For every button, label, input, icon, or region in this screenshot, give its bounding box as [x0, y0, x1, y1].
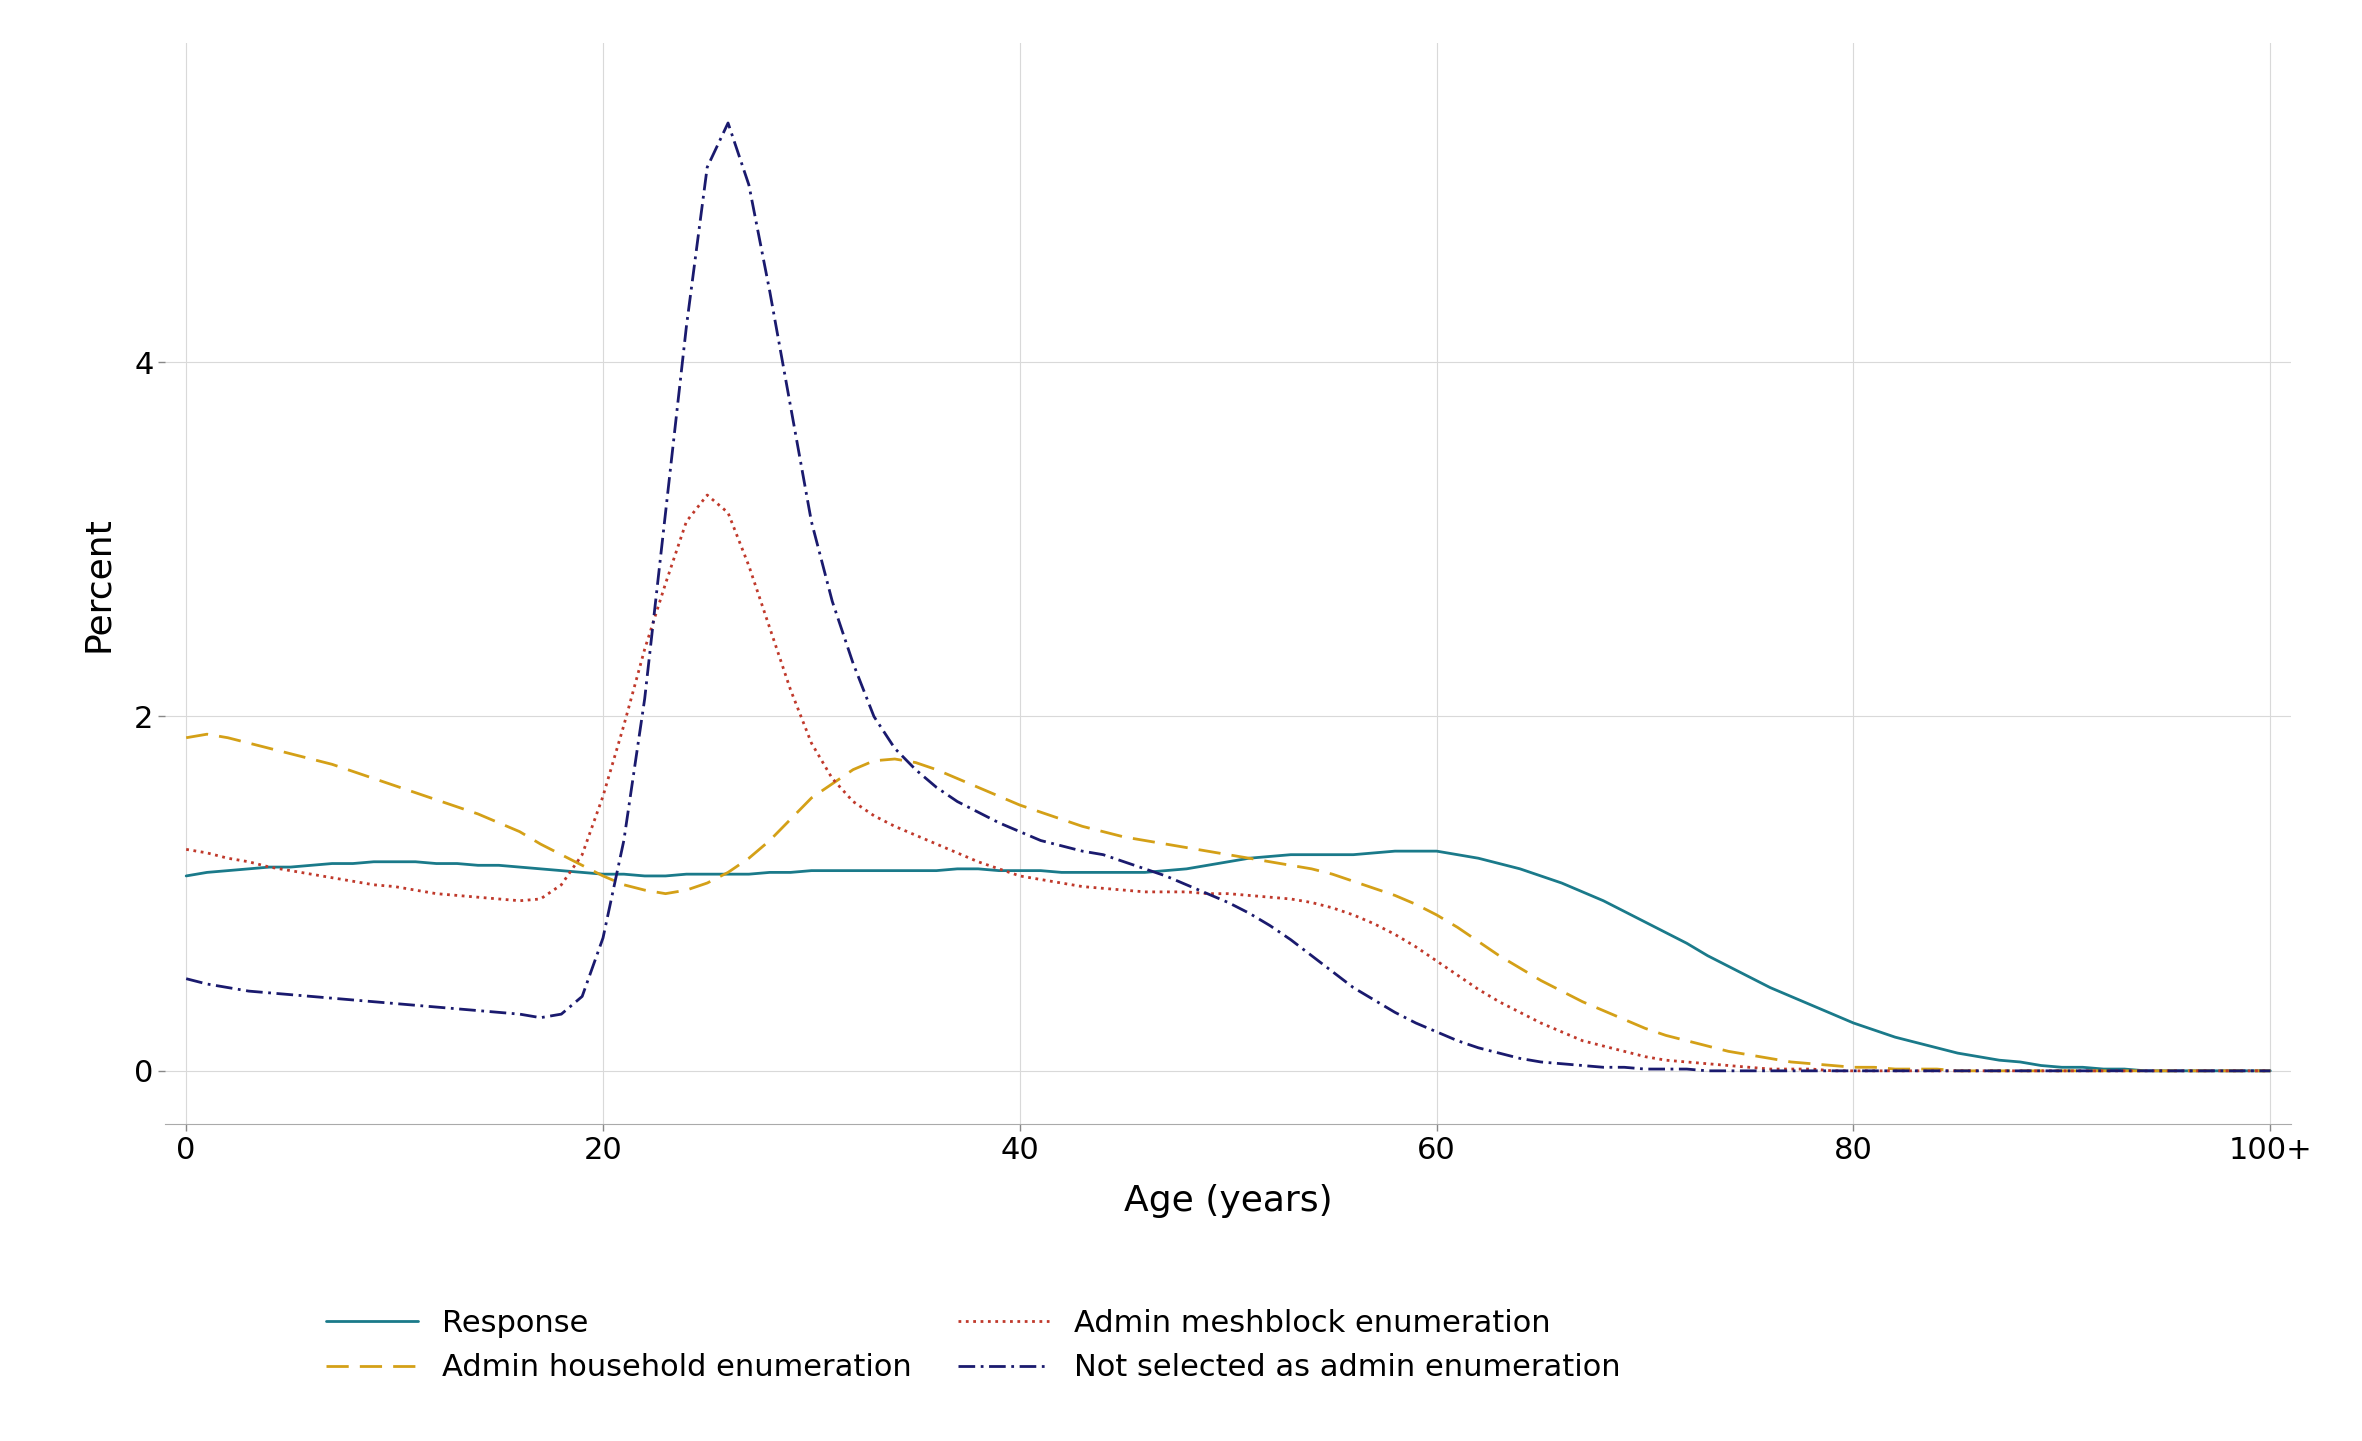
Admin household enumeration	[713, 863, 742, 880]
Response	[1131, 863, 1160, 880]
Admin household enumeration	[172, 729, 201, 746]
Response	[319, 855, 347, 872]
Response	[1755, 978, 1783, 996]
Y-axis label: Percent: Percent	[80, 516, 116, 651]
X-axis label: Age (years): Age (years)	[1124, 1185, 1332, 1218]
Line: Admin meshblock enumeration: Admin meshblock enumeration	[187, 496, 2270, 1071]
Response	[2131, 1062, 2159, 1079]
Admin household enumeration	[1153, 836, 1181, 853]
Not selected as admin enumeration	[692, 159, 720, 176]
Admin meshblock enumeration	[692, 487, 720, 504]
Not selected as admin enumeration	[2256, 1062, 2284, 1079]
Admin meshblock enumeration	[2256, 1062, 2284, 1079]
Not selected as admin enumeration	[1443, 1032, 1472, 1049]
Response	[1443, 846, 1472, 863]
Response	[1382, 843, 1410, 860]
Admin meshblock enumeration	[713, 504, 742, 522]
Not selected as admin enumeration	[1694, 1062, 1722, 1079]
Response	[692, 866, 720, 883]
Admin household enumeration	[194, 726, 222, 744]
Not selected as admin enumeration	[1776, 1062, 1805, 1079]
Not selected as admin enumeration	[172, 970, 201, 987]
Line: Response: Response	[187, 852, 2270, 1071]
Line: Not selected as admin enumeration: Not selected as admin enumeration	[187, 122, 2270, 1071]
Admin meshblock enumeration	[1153, 883, 1181, 901]
Admin household enumeration	[1651, 1027, 1679, 1045]
Response	[2256, 1062, 2284, 1079]
Admin household enumeration	[338, 762, 366, 780]
Admin meshblock enumeration	[1651, 1052, 1679, 1069]
Admin meshblock enumeration	[1755, 1061, 1783, 1078]
Response	[1651, 924, 1679, 941]
Admin household enumeration	[2256, 1062, 2284, 1079]
Not selected as admin enumeration	[1651, 1061, 1679, 1078]
Legend: Response, Admin household enumeration, Admin meshblock enumeration, Not selected: Response, Admin household enumeration, A…	[314, 1297, 1632, 1395]
Admin household enumeration	[1443, 919, 1472, 937]
Admin household enumeration	[1944, 1062, 1972, 1079]
Admin meshblock enumeration	[172, 840, 201, 857]
Admin household enumeration	[1755, 1050, 1783, 1068]
Line: Admin household enumeration: Admin household enumeration	[187, 735, 2270, 1071]
Not selected as admin enumeration	[1153, 867, 1181, 885]
Admin meshblock enumeration	[319, 869, 347, 886]
Admin meshblock enumeration	[1443, 967, 1472, 984]
Not selected as admin enumeration	[713, 114, 742, 131]
Not selected as admin enumeration	[319, 990, 347, 1007]
Response	[172, 867, 201, 885]
Admin meshblock enumeration	[1819, 1062, 1847, 1079]
